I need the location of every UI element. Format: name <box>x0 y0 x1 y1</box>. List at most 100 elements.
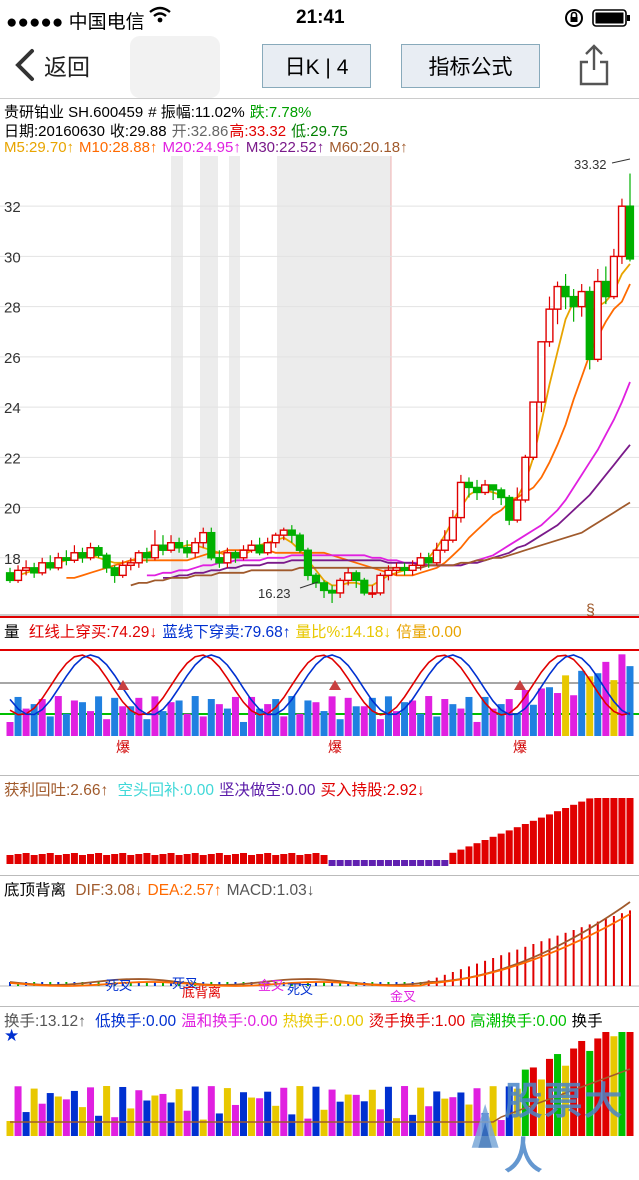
volume-bar <box>288 696 296 736</box>
profit-bar <box>505 830 513 864</box>
macd-bar <box>121 982 124 986</box>
volume-bar <box>336 719 344 736</box>
clock-time: 21:41 <box>296 7 345 28</box>
turnover-bar <box>554 1054 562 1136</box>
candle-body <box>617 205 627 258</box>
candle-body <box>118 564 127 577</box>
volume-bar <box>143 719 151 736</box>
turnover-bar <box>441 1098 449 1136</box>
change-percent: 跌:7.78% <box>249 104 312 121</box>
macd-bar <box>331 982 334 986</box>
turnover-bar <box>521 1069 529 1136</box>
macd-bar <box>588 924 591 986</box>
candle-body <box>231 552 240 559</box>
profit-bar <box>594 798 602 864</box>
candle-body <box>255 544 264 554</box>
candle-body <box>513 499 522 521</box>
candle-body <box>303 549 313 577</box>
volume-bar <box>465 696 473 736</box>
turnover-chart[interactable] <box>0 1030 639 1136</box>
nav-decoration <box>130 36 220 98</box>
volume-bar <box>578 670 586 736</box>
macd-panel-title: 底顶背离 DIF:3.08↓ DEA:2.57↑ MACD:1.03↓ <box>4 878 320 900</box>
panel-divider <box>0 1006 639 1007</box>
candle-body <box>448 516 457 541</box>
macd-bar <box>218 982 221 986</box>
macd-bar <box>323 982 326 986</box>
watermark: 股票大人 <box>470 1070 639 1180</box>
candle-body <box>279 529 288 536</box>
volume-bar <box>199 716 207 736</box>
indicator-label: 倍量:0.00 <box>396 624 462 641</box>
high-price-annotation: 33.32 <box>574 157 607 172</box>
candle-body <box>5 572 15 582</box>
turnover-bar <box>70 1090 78 1136</box>
back-button[interactable]: 返回 <box>14 48 90 82</box>
indicator-label: 温和换手:0.00 <box>181 1013 278 1030</box>
profit-bar <box>376 860 384 866</box>
turnover-bar <box>46 1093 54 1136</box>
turnover-bar <box>199 1119 207 1136</box>
volume-bar <box>481 696 489 736</box>
turnover-bar <box>143 1100 151 1136</box>
profit-bar <box>70 853 78 864</box>
battery-icon <box>592 9 632 33</box>
candle-body <box>424 557 433 564</box>
turnover-bar <box>594 1038 602 1136</box>
profit-bar <box>22 853 30 864</box>
candle-body <box>352 572 361 582</box>
turnover-bar <box>610 1036 618 1136</box>
profit-bar <box>360 860 368 866</box>
highlight-region <box>171 156 183 616</box>
volume-bar <box>529 704 537 736</box>
ma-legend-item: M5:29.70↑ <box>4 139 75 156</box>
macd-bar <box>564 932 567 986</box>
macd-bar <box>540 941 543 986</box>
profit-bar <box>240 853 248 864</box>
period-button[interactable]: 日K | 4 <box>262 44 371 88</box>
volume-panel-name: 量 <box>4 624 20 641</box>
volume-bar <box>207 699 215 736</box>
price-chart[interactable]: 32 30 28 26 24 22 20 18 33.32 16.23 § <box>0 156 639 616</box>
candle-body <box>529 401 538 459</box>
volume-bar <box>545 687 553 736</box>
turnover-bar <box>320 1109 328 1136</box>
volume-bar <box>425 696 433 736</box>
candle-body <box>191 542 200 554</box>
high-price-pointer <box>611 158 631 164</box>
candle-body <box>223 552 232 564</box>
highlight-region <box>229 156 240 616</box>
volume-bar <box>191 696 199 736</box>
stock-header-line2: 日期:20160630 收:29.88 开:32.86高:33.32 低:29.75 <box>4 120 353 141</box>
volume-bar <box>119 706 127 736</box>
candle-body <box>537 341 546 403</box>
volume-bar <box>304 700 312 736</box>
volume-bar <box>344 697 352 736</box>
candle-body <box>239 549 248 559</box>
profit-bar <box>417 860 425 866</box>
candle-body <box>46 562 55 569</box>
profit-taking-chart[interactable] <box>0 798 639 873</box>
macd-bar <box>339 982 342 986</box>
price-axis-label: 24 <box>4 400 21 417</box>
candle-body <box>174 542 184 549</box>
turnover-bar <box>344 1094 352 1136</box>
macd-bar <box>556 935 559 986</box>
indicator-formula-button[interactable]: 指标公式 <box>401 44 540 88</box>
candle-body <box>601 280 610 298</box>
candle-body <box>78 552 87 559</box>
share-icon[interactable] <box>578 42 610 91</box>
volume-bar <box>6 722 14 736</box>
low-price-pointer <box>299 581 319 589</box>
candle-body <box>327 589 337 594</box>
volume-signal-chart[interactable]: 爆爆爆 <box>0 640 639 774</box>
macd-signal-label: 金叉 <box>390 989 416 1004</box>
macd-bar <box>314 982 317 986</box>
macd-bar <box>467 966 470 986</box>
volume-bar <box>78 702 86 736</box>
volume-bar <box>223 708 231 736</box>
volume-bar <box>384 696 392 736</box>
candle-body <box>271 534 280 544</box>
profit-bar <box>6 855 14 864</box>
